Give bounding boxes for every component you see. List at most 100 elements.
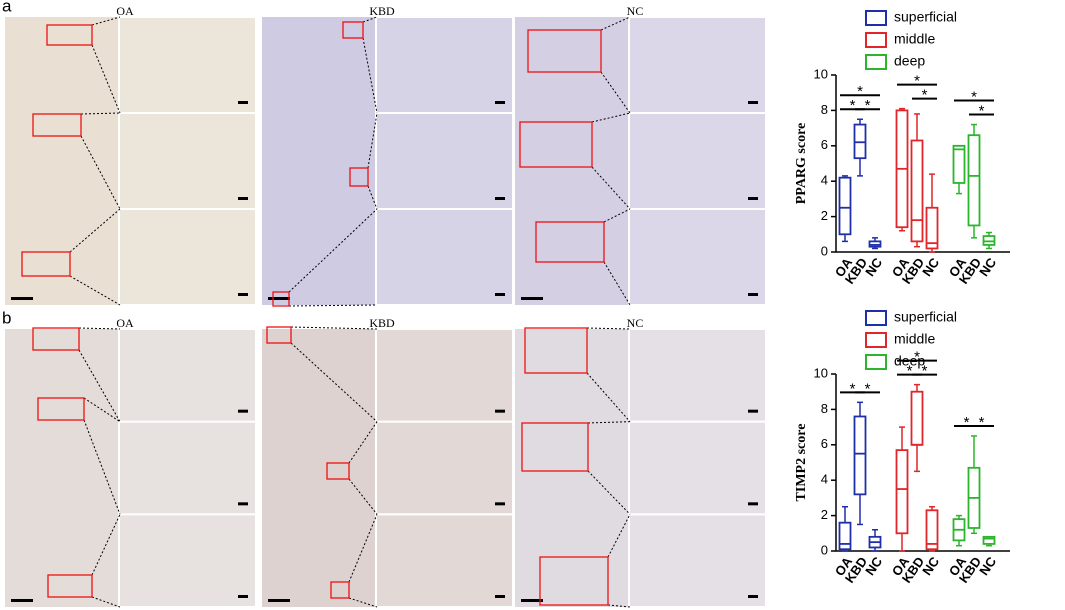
y-tick-label: 8 (821, 401, 828, 416)
zoom-line (591, 112, 631, 123)
x-tick-label: NC (976, 554, 999, 578)
significance-mark: * (907, 363, 913, 380)
legend-label: superficial (894, 9, 957, 25)
significance-mark: * (964, 414, 970, 431)
inset (630, 210, 765, 304)
region-box (521, 422, 589, 472)
micrograph (5, 17, 118, 305)
zoom-line (348, 421, 378, 464)
zoom-line (586, 372, 631, 422)
inset (630, 18, 765, 112)
scale-bar (748, 197, 758, 200)
zoom-line (288, 208, 378, 293)
inset (377, 330, 512, 421)
scale-bar (268, 599, 290, 602)
region-box (266, 326, 292, 344)
x-tick-label: NC (919, 255, 942, 279)
zoom-line (587, 421, 631, 424)
zoom-line (69, 208, 121, 253)
y-tick-label: 8 (821, 102, 828, 117)
scale-bar (238, 595, 248, 598)
micrograph (515, 17, 628, 305)
significance-mark: * (857, 83, 863, 100)
inset (377, 515, 512, 606)
legend-swatch (865, 354, 887, 370)
scale-bar (11, 297, 33, 300)
scale-bar (521, 599, 543, 602)
region-box (342, 21, 364, 39)
scale-bar (495, 197, 505, 200)
box (895, 449, 909, 535)
significance-mark: * (865, 380, 871, 397)
region-box (47, 574, 93, 598)
inset (120, 515, 255, 606)
box (925, 206, 939, 250)
zoom-line (91, 596, 121, 608)
micrograph (515, 329, 628, 607)
zoom-line (586, 327, 631, 330)
zoom-line (80, 112, 121, 115)
significance-mark: * (922, 87, 928, 104)
significance-mark: * (914, 349, 920, 366)
box (838, 521, 852, 551)
y-tick-label: 6 (821, 436, 828, 451)
legend-swatch (865, 310, 887, 326)
zoom-line (91, 16, 121, 26)
box (853, 415, 867, 496)
box (910, 139, 924, 243)
zoom-line (600, 16, 631, 31)
scale-bar (748, 502, 758, 506)
inset (377, 18, 512, 112)
significance-mark: * (850, 380, 856, 397)
significance-mark: * (979, 414, 985, 431)
zoom-line (348, 478, 378, 515)
zoom-line (80, 135, 121, 210)
region-box (539, 556, 609, 606)
inset (630, 114, 765, 208)
zoom-line (69, 275, 121, 306)
micrograph (262, 329, 375, 607)
scale-bar (748, 409, 758, 413)
panel-label: b (2, 308, 11, 327)
region-box (32, 113, 82, 137)
micrograph (262, 17, 375, 305)
region-box (519, 121, 593, 168)
image-title: OA (116, 316, 134, 330)
region-box (326, 462, 350, 480)
zoom-line (83, 397, 121, 423)
legend-label: middle (894, 331, 935, 347)
scale-bar (495, 409, 505, 413)
significance-mark: * (922, 363, 928, 380)
scale-bar (238, 502, 248, 506)
zoom-line (348, 514, 378, 583)
scale-bar (495, 293, 505, 296)
inset (120, 422, 255, 514)
zoom-line (362, 37, 378, 114)
inset (377, 114, 512, 208)
region-box (21, 251, 71, 277)
region-box (330, 581, 350, 599)
zoom-line (367, 185, 378, 210)
scale-bar (495, 101, 505, 104)
region-box (32, 327, 80, 351)
inset (377, 210, 512, 304)
zoom-line (78, 349, 121, 422)
image-title: KBD (369, 316, 395, 330)
inset (630, 515, 765, 606)
scale-bar (238, 197, 248, 200)
zoom-line (290, 342, 378, 423)
region-box (524, 327, 588, 374)
legend-swatch (865, 332, 887, 348)
zoom-line (91, 514, 121, 576)
significance-mark: * (865, 97, 871, 114)
image-title: NC (627, 4, 644, 18)
legend-label: middle (894, 31, 935, 47)
micrograph (5, 329, 118, 607)
zoom-line (591, 166, 631, 210)
y-tick-label: 10 (814, 66, 828, 81)
zoom-line (603, 261, 631, 306)
zoom-line (600, 71, 631, 114)
zoom-line (288, 304, 378, 307)
y-tick-label: 4 (821, 173, 828, 188)
scale-bar (238, 409, 248, 413)
